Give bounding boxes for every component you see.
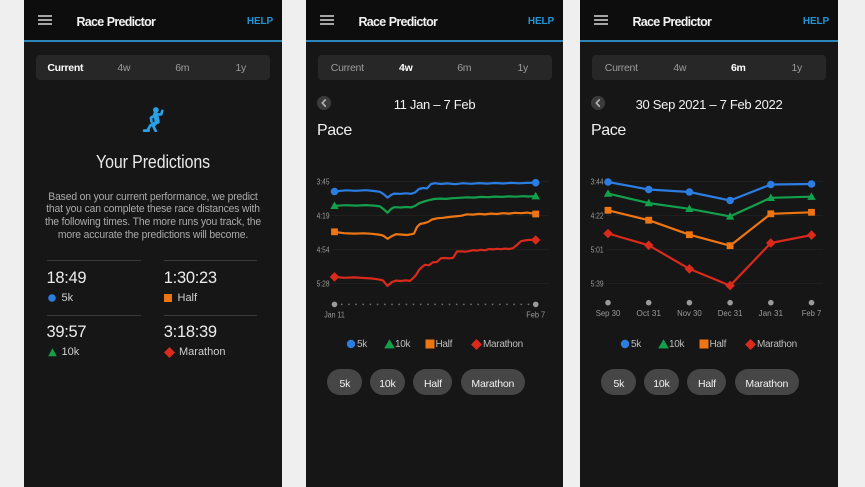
svg-text:Dec 31: Dec 31 <box>718 309 743 318</box>
svg-text:4:54: 4:54 <box>317 245 330 255</box>
svg-text:4:19: 4:19 <box>317 211 330 221</box>
svg-text:5:01: 5:01 <box>591 245 604 255</box>
svg-text:Jan 31: Jan 31 <box>759 309 784 318</box>
svg-text:5:39: 5:39 <box>591 279 604 289</box>
svg-text:Feb 7: Feb 7 <box>802 309 822 318</box>
svg-text:3:44: 3:44 <box>591 177 604 187</box>
svg-text:Nov 30: Nov 30 <box>677 309 702 318</box>
svg-text:Jan 11: Jan 11 <box>324 310 345 319</box>
svg-text:Oct 31: Oct 31 <box>636 309 661 318</box>
svg-text:4:22: 4:22 <box>591 211 604 221</box>
svg-text:5:28: 5:28 <box>317 279 330 289</box>
svg-text:3:45: 3:45 <box>317 177 330 187</box>
svg-text:Feb 7: Feb 7 <box>526 310 546 319</box>
svg-text:Sep 30: Sep 30 <box>596 309 621 318</box>
